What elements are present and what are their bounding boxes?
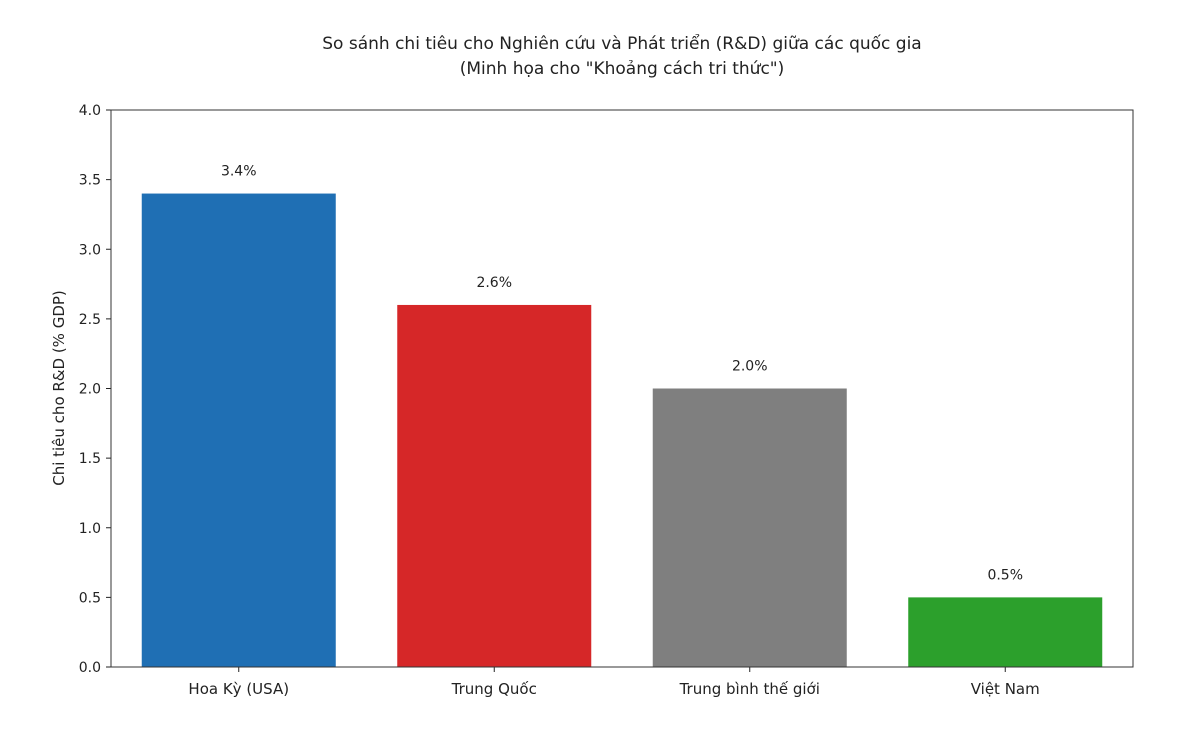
data-label: 2.0% [732, 359, 768, 375]
y-tick-label: 0.0 [79, 660, 101, 676]
plot-frame [110, 109, 1134, 668]
y-tick-label: 2.0 [79, 382, 101, 398]
y-tick-label: 3.5 [79, 173, 101, 189]
y-tick-label: 1.0 [79, 521, 101, 537]
x-tick-label: Trung Quốc [451, 680, 537, 698]
y-axis-label: Chi tiêu cho R&D (% GDP) [50, 290, 68, 486]
data-label: 2.6% [476, 275, 512, 291]
x-tick-label: Hoa Kỳ (USA) [188, 680, 289, 698]
y-tick-label: 2.5 [79, 312, 101, 328]
bar [397, 304, 592, 667]
y-tick-label: 3.0 [79, 242, 101, 258]
chart-subtitle: (Minh họa cho "Khoảng cách tri thức") [460, 59, 785, 79]
data-label: 3.4% [221, 164, 257, 180]
y-tick-label: 0.5 [79, 590, 101, 606]
data-label: 0.5% [987, 567, 1023, 583]
y-tick-label: 1.5 [79, 451, 101, 467]
chart-title: So sánh chi tiêu cho Nghiên cứu và Phát … [322, 33, 921, 54]
x-tick-label: Trung bình thế giới [679, 680, 820, 698]
bar [141, 193, 336, 668]
x-tick-label: Việt Nam [971, 680, 1040, 698]
bar [908, 597, 1103, 668]
bar [652, 388, 847, 667]
y-tick-label: 4.0 [79, 103, 101, 119]
plot-area: 3.4% Hoa Kỳ (USA) 2.6% Trung Quốc 2.0% Trung … [79, 103, 1134, 698]
